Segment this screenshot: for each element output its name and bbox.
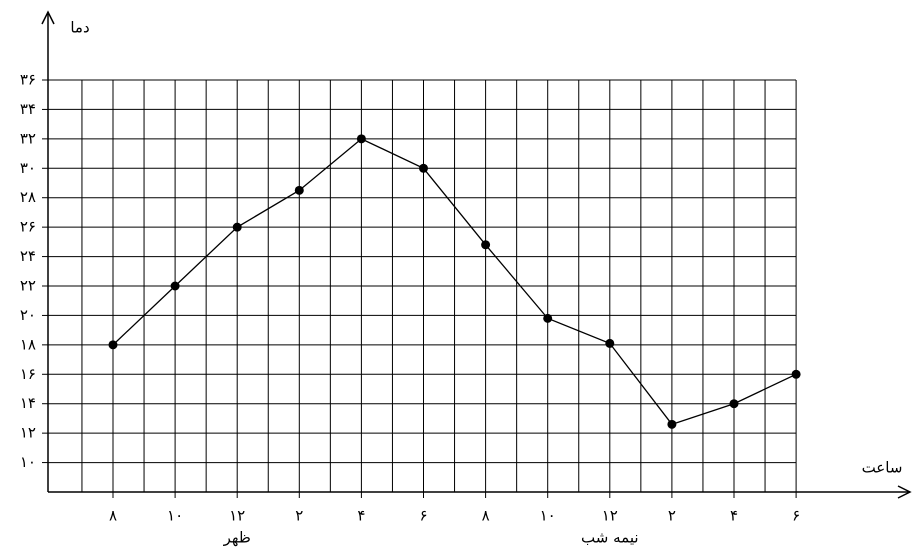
point: [729, 399, 739, 409]
x-tick-label: ۴: [730, 507, 738, 525]
y-tick-label: ۳۲: [20, 129, 36, 147]
y-tick-label: ۱۶: [20, 365, 36, 383]
y-axis-label: دما: [70, 19, 89, 37]
point: [481, 240, 491, 250]
x-axis-label: ساعت: [862, 459, 903, 477]
x-tick-label: ۶: [419, 507, 427, 525]
y-tick-label: ۱۰: [20, 453, 36, 471]
x-tick-label: ۱۲: [602, 507, 618, 525]
y-tick-label: ۲۴: [20, 247, 36, 265]
x-tick-label: ۸: [482, 507, 490, 525]
y-tick-label: ۲۸: [20, 188, 36, 206]
annotation: نیمه شب: [581, 529, 638, 547]
x-tick-label: ۴: [357, 507, 365, 525]
annotation: ظهر: [223, 529, 251, 547]
y-tick-label: ۳۶: [20, 71, 36, 89]
x-tick-label: ۸: [109, 507, 117, 525]
y-tick-label: ۱۴: [20, 394, 36, 412]
y-tick-label: ۳۴: [20, 100, 36, 118]
point: [108, 340, 118, 350]
x-tick-label: ۱۰: [167, 507, 183, 525]
point: [419, 163, 428, 173]
x-tick-label: ۱۰: [540, 507, 556, 525]
point: [667, 419, 677, 429]
y-tick-label: ۲۶: [20, 218, 36, 236]
line: [112, 138, 797, 426]
y-tick-label: ۱۸: [20, 335, 36, 353]
point: [294, 185, 304, 195]
point: [791, 369, 801, 379]
y-tick-label: ۲۰: [20, 306, 36, 324]
y-tick-label: ۳۰: [20, 159, 36, 177]
point: [170, 281, 180, 291]
x-arrow: [897, 485, 912, 499]
x-tick-label: ۶: [792, 507, 800, 525]
y-arrow: [41, 10, 55, 25]
x-tick-label: ۲: [668, 507, 676, 525]
point: [232, 222, 242, 232]
y-tick-label: ۱۲: [20, 424, 36, 442]
y-tick-label: ۲۲: [20, 277, 36, 295]
point: [605, 338, 615, 348]
x-tick-label: ۲: [295, 507, 303, 525]
point: [356, 134, 366, 144]
x-tick-label: ۱۲: [229, 507, 245, 525]
point: [543, 313, 553, 323]
